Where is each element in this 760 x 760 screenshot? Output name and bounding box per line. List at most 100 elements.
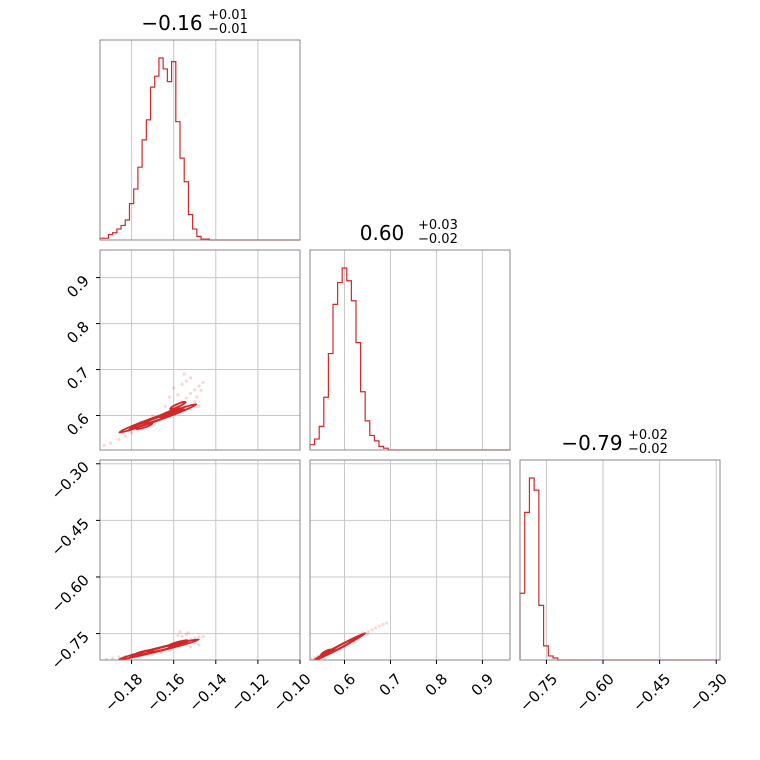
x-tick-label: −0.45: [629, 670, 674, 715]
sample-point: [129, 431, 134, 435]
x-tick-label: −0.60: [573, 670, 618, 715]
density-contour: [147, 642, 184, 654]
title-minus: −0.02: [628, 442, 668, 457]
density-contour: [320, 648, 332, 657]
sample-point: [370, 628, 374, 632]
sample-point: [310, 657, 313, 660]
panel-2-2: [519, 459, 721, 661]
panel-2-0: [99, 459, 301, 661]
title-plus: +0.02: [628, 428, 668, 443]
x-tick-label: −0.16: [143, 670, 188, 715]
density-contour: [331, 639, 354, 653]
sample-point: [184, 379, 188, 383]
title-value: 0.60: [360, 221, 405, 245]
histogram-line: [309, 267, 510, 451]
sample-point: [377, 624, 382, 628]
sample-point: [188, 376, 193, 380]
sample-point: [176, 393, 180, 397]
panel-2-1: [309, 459, 511, 661]
title-minus: −0.01: [208, 22, 248, 37]
sample-point: [186, 631, 191, 635]
y-tick-label: 0.8: [63, 318, 93, 348]
density-contour: [135, 649, 154, 656]
y-tick-label: 0.7: [63, 364, 93, 394]
sample-point: [151, 413, 155, 418]
density-contour: [166, 639, 189, 648]
sample-point: [193, 388, 197, 392]
y-tick-label: 0.9: [63, 272, 93, 302]
sample-point: [123, 434, 127, 438]
sample-point: [178, 630, 182, 634]
x-tick-label: −0.75: [516, 670, 561, 715]
sample-point: [197, 384, 201, 388]
sample-point: [381, 622, 385, 627]
panel-1-1: [309, 249, 511, 451]
panel-frame: [519, 459, 721, 661]
sample-point: [167, 648, 172, 653]
parameter-title: −0.79 +0.02−0.02: [561, 428, 667, 457]
sample-point: [182, 372, 186, 376]
sample-point: [188, 645, 193, 649]
panel-frame: [99, 249, 301, 451]
sample-point: [117, 437, 121, 442]
density-contour: [135, 422, 154, 430]
sample-point: [111, 656, 115, 660]
panel-frame: [99, 459, 301, 661]
titles-layer: −0.16 +0.01−0.010.60 +0.03−0.02−0.79 +0.02−…: [141, 8, 667, 457]
sample-point: [102, 443, 106, 448]
sample-point: [385, 621, 389, 625]
x-tick-label: −0.10: [270, 670, 315, 715]
x-tick-label: 0.6: [330, 670, 360, 700]
x-tick-label: −0.30: [686, 670, 731, 715]
sample-point: [117, 655, 121, 659]
x-tick-label: 0.8: [422, 670, 452, 700]
y-tick-label: −0.30: [48, 458, 93, 503]
sample-point: [172, 386, 176, 390]
sample-point: [188, 391, 193, 396]
sample-point: [365, 632, 370, 636]
density-contour: [157, 407, 182, 419]
sample-point: [176, 633, 180, 638]
sample-point: [163, 404, 167, 408]
density-contour: [169, 400, 187, 410]
panel-frame: [309, 459, 511, 661]
scatter-group: [104, 630, 205, 660]
y-tick-label: −0.60: [48, 571, 93, 616]
x-tick-label: −0.12: [227, 670, 272, 715]
y-tick-label: −0.75: [48, 628, 93, 673]
sample-point: [197, 635, 201, 639]
parameter-title: 0.60 +0.03−0.02: [360, 218, 458, 247]
title-plus: +0.03: [418, 218, 458, 233]
x-tick-label: 0.9: [468, 670, 498, 700]
parameter-title: −0.16 +0.01−0.01: [141, 8, 247, 37]
sample-point: [366, 630, 370, 634]
sample-point: [180, 635, 184, 639]
scatter-group: [102, 372, 205, 448]
title-value: −0.79: [561, 431, 622, 455]
sample-point: [167, 395, 172, 399]
y-tick-label: −0.45: [48, 514, 93, 559]
sample-point: [201, 380, 205, 385]
title-value: −0.16: [141, 11, 202, 35]
histogram-line: [99, 57, 300, 241]
title-minus: −0.02: [418, 232, 458, 247]
scatter-group: [310, 621, 389, 660]
sample-point: [104, 657, 108, 660]
x-tick-label: −0.14: [185, 670, 230, 715]
tick-labels-layer: −0.18−0.16−0.14−0.12−0.10 0.6 0.7 0.8 0.9 −0.…: [48, 272, 731, 716]
panel-frame: [99, 39, 301, 241]
sample-point: [108, 441, 113, 445]
sample-point: [201, 635, 205, 639]
sample-point: [374, 626, 378, 630]
sample-point: [197, 643, 201, 647]
panels-layer: [99, 39, 721, 661]
x-tick-label: −0.18: [101, 670, 146, 715]
title-plus: +0.01: [208, 8, 248, 23]
sample-point: [199, 388, 203, 392]
sample-point: [193, 636, 197, 640]
histogram-line: [519, 477, 720, 661]
sample-point: [180, 382, 184, 386]
sample-point: [184, 632, 188, 636]
sample-point: [195, 395, 199, 399]
panel-frame: [309, 249, 511, 451]
